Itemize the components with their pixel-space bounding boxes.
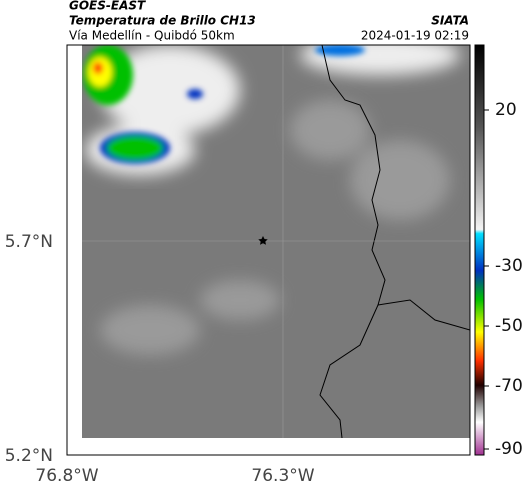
lat-label: 5.2°N <box>5 446 53 466</box>
lon-label: 76.3°W <box>251 466 314 486</box>
lon-label: 76.8°W <box>35 466 98 486</box>
satellite: GOES-EAST <box>69 0 146 13</box>
colorbar-tick-label: -70 <box>495 376 523 396</box>
source: SIATA <box>431 14 469 28</box>
satellite-image <box>82 45 470 438</box>
colorbar: 20 -30 -50 -70 -90 <box>474 44 523 459</box>
region: Vía Medellín - Quibdó 50km <box>69 29 235 43</box>
colorbar-tick-label: 20 <box>495 100 517 120</box>
colorbar-tick-label: -30 <box>495 256 523 276</box>
lat-label: 5.7°N <box>5 232 53 252</box>
product: Temperatura de Brillo CH13 <box>69 14 256 28</box>
map: 5.7°N 5.2°N 76.8°W 76.3°W <box>5 44 471 486</box>
city-marker <box>258 236 268 245</box>
header: GOES-EAST Temperatura de Brillo CH13 Vía… <box>69 0 469 43</box>
colorbar-scale <box>474 44 485 456</box>
datetime: 2024-01-19 02:19 <box>361 29 469 43</box>
colorbar-tick-label: -90 <box>495 439 523 459</box>
colorbar-tick-label: -50 <box>495 316 523 336</box>
